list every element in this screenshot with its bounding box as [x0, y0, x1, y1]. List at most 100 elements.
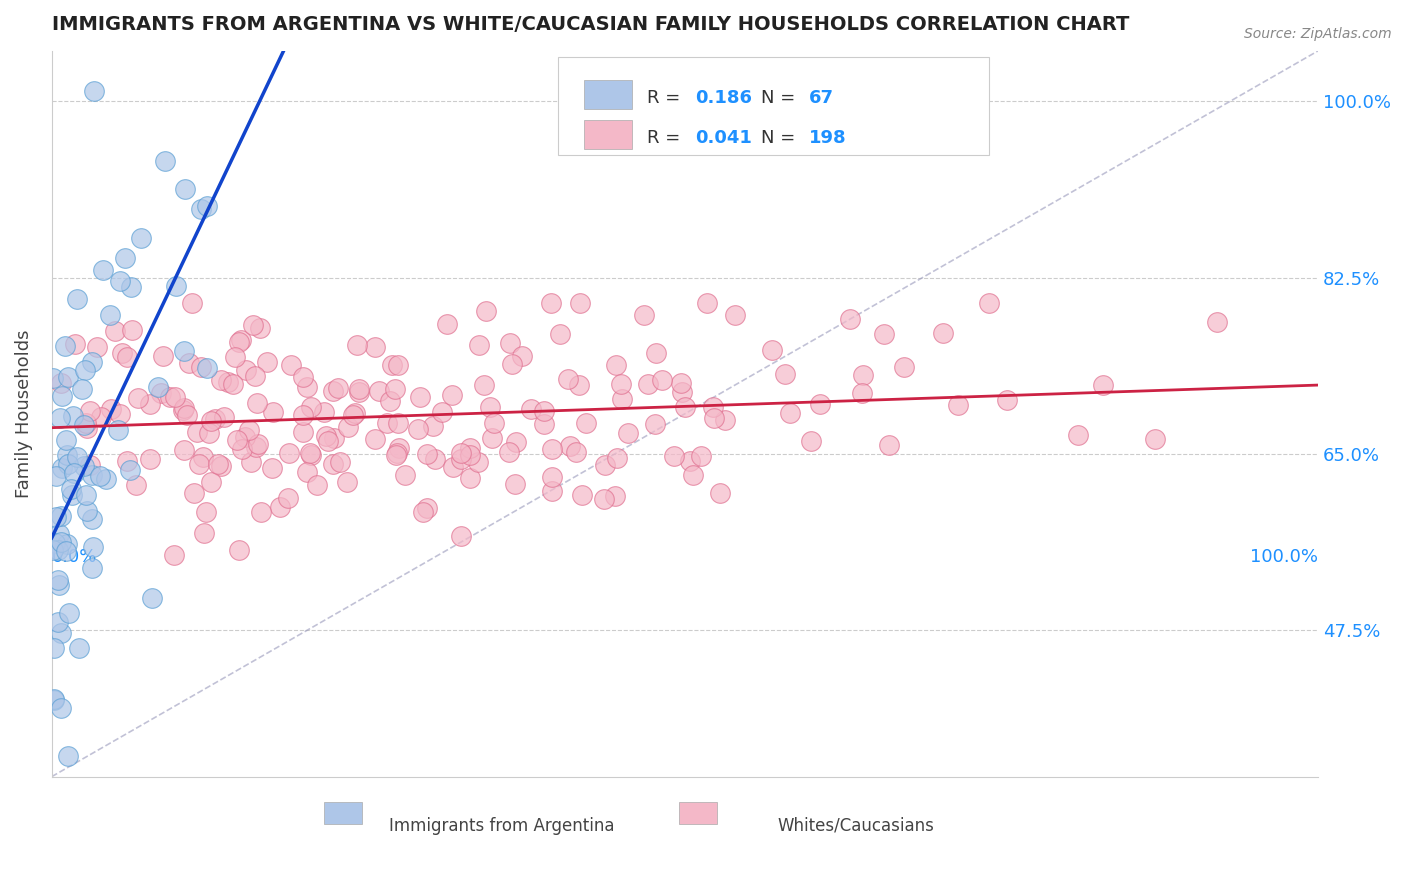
Point: [368, 384, 391, 398]
Point: [343, 406, 366, 420]
Point: [644, 417, 666, 432]
Point: [90, 409, 112, 424]
Point: [48, 573, 70, 587]
Point: [568, 296, 591, 310]
Point: [58, 749, 80, 764]
Point: [51, 461, 73, 475]
Point: [111, 346, 134, 360]
Text: 0.041: 0.041: [695, 129, 752, 147]
Point: [66, 292, 89, 306]
Point: [181, 296, 204, 310]
Point: [979, 296, 1001, 310]
Point: [117, 350, 139, 364]
Point: [163, 548, 186, 562]
Point: [347, 385, 370, 400]
Point: [73, 363, 96, 377]
Point: [58, 606, 80, 620]
Point: [292, 425, 315, 439]
Point: [49, 534, 72, 549]
Point: [422, 418, 444, 433]
Point: [467, 454, 489, 468]
Point: [45, 469, 67, 483]
Point: [432, 405, 454, 419]
Point: [56, 457, 79, 471]
Point: [329, 455, 352, 469]
Point: [702, 400, 724, 414]
Point: [49, 625, 72, 640]
Point: [637, 376, 659, 391]
Point: [159, 390, 181, 404]
Point: [336, 475, 359, 490]
Point: [416, 447, 439, 461]
Point: [474, 304, 496, 318]
Text: 198: 198: [808, 129, 846, 147]
Point: [191, 450, 214, 464]
Point: [176, 409, 198, 423]
Point: [280, 358, 302, 372]
Point: [67, 641, 90, 656]
Point: [702, 411, 724, 425]
Point: [342, 408, 364, 422]
Point: [291, 369, 314, 384]
Point: [468, 338, 491, 352]
Point: [42, 641, 65, 656]
Point: [773, 368, 796, 382]
Point: [80, 512, 103, 526]
Point: [482, 417, 505, 431]
Point: [779, 406, 801, 420]
Point: [541, 442, 564, 456]
Text: N =: N =: [761, 129, 801, 147]
Point: [346, 338, 368, 352]
Point: [262, 404, 284, 418]
Point: [450, 529, 472, 543]
Point: [322, 457, 344, 471]
Point: [256, 355, 278, 369]
Point: [125, 478, 148, 492]
Point: [541, 469, 564, 483]
Point: [207, 457, 229, 471]
Point: [56, 370, 79, 384]
Point: [62, 409, 84, 424]
Point: [299, 446, 322, 460]
Point: [292, 409, 315, 423]
Point: [183, 486, 205, 500]
Point: [249, 320, 271, 334]
Point: [222, 377, 245, 392]
Point: [86, 340, 108, 354]
Point: [851, 386, 873, 401]
Point: [225, 433, 247, 447]
Y-axis label: Family Households: Family Households: [15, 329, 32, 498]
Point: [235, 362, 257, 376]
Point: [198, 425, 221, 440]
Point: [49, 509, 72, 524]
Point: [322, 384, 344, 398]
Point: [277, 446, 299, 460]
Point: [633, 308, 655, 322]
Point: [610, 376, 633, 391]
Point: [363, 432, 385, 446]
Point: [73, 458, 96, 473]
Point: [127, 391, 149, 405]
Point: [682, 467, 704, 482]
Point: [82, 355, 104, 369]
Point: [262, 460, 284, 475]
Point: [245, 440, 267, 454]
Point: [441, 460, 464, 475]
Point: [110, 407, 132, 421]
Point: [60, 482, 83, 496]
Point: [337, 420, 360, 434]
Point: [384, 449, 406, 463]
Point: [384, 382, 406, 396]
Point: [209, 373, 232, 387]
Point: [1092, 378, 1115, 392]
Point: [79, 458, 101, 472]
Point: [200, 475, 222, 489]
Point: [75, 488, 97, 502]
Text: Source: ZipAtlas.com: Source: ZipAtlas.com: [1244, 27, 1392, 41]
Point: [231, 442, 253, 457]
Point: [217, 376, 239, 390]
Point: [314, 405, 336, 419]
Point: [714, 413, 737, 427]
Point: [557, 372, 579, 386]
Point: [242, 318, 264, 332]
